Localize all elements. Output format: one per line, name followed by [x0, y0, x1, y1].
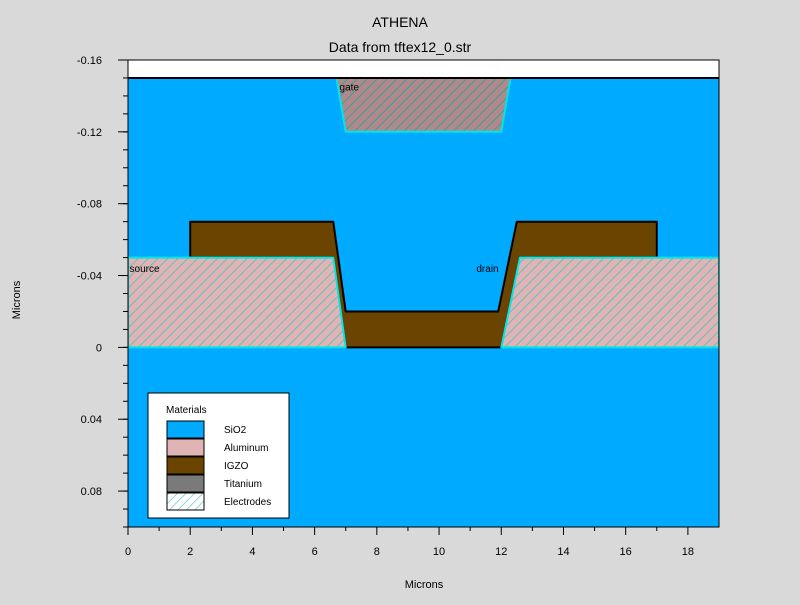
electrode-label-drain: drain: [476, 264, 498, 275]
x-axis-label: Microns: [405, 579, 444, 591]
legend-label: IGZO: [224, 461, 249, 472]
legend-swatch: [166, 492, 205, 511]
legend-swatch: [166, 456, 205, 475]
axes: 0 2 4 6 8 10 12 14 16 18 -0.16 -0.12 -0.08 -0.04 0 0.04…: [77, 55, 694, 558]
region-source: [128, 256, 347, 349]
x-tick-label: 14: [557, 546, 569, 558]
electrode-label-gate: gate: [340, 83, 360, 94]
y-axis-label: Microns: [11, 280, 23, 319]
x-tick-label: 6: [312, 546, 318, 558]
x-tick-label: 4: [249, 546, 255, 558]
x-tick-label: 10: [433, 546, 445, 558]
y-tick-label: 0.04: [81, 414, 102, 426]
region-gate: [335, 77, 512, 133]
legend-label: Aluminum: [224, 443, 268, 454]
legend-label: Titanium: [224, 479, 262, 490]
x-tick-label: 2: [187, 546, 193, 558]
y-tick-label: -0.16: [77, 55, 102, 67]
x-tick-label: 0: [125, 546, 131, 558]
legend-label: SiO2: [224, 425, 247, 436]
legend-swatch: [166, 474, 205, 493]
legend-swatch: [166, 420, 205, 439]
x-tick-label: 8: [374, 546, 380, 558]
electrode-label-source: source: [130, 264, 160, 275]
x-tick-label: 16: [620, 546, 632, 558]
legend-title: Materials: [166, 405, 207, 416]
plot-subtitle: Data from tftex12_0.str: [329, 39, 472, 55]
x-tick-label: 12: [495, 546, 507, 558]
y-tick-label: -0.04: [77, 271, 102, 283]
region-drain: [500, 256, 719, 349]
y-tick-label: -0.12: [77, 127, 102, 139]
y-tick-label: 0.08: [81, 486, 102, 498]
y-tick-label: 0: [96, 342, 102, 354]
electrode-labels: gate source drain: [130, 83, 499, 275]
material-regions: [128, 76, 719, 527]
materials-legend: Materials SiO2 Aluminum IGZO Titanium Electr…: [147, 392, 290, 519]
legend-swatch: [166, 438, 205, 457]
y-tick-label: -0.08: [77, 199, 102, 211]
x-tick-label: 18: [682, 546, 694, 558]
legend-label: Electrodes: [224, 497, 271, 508]
app-title: ATHENA: [372, 14, 428, 30]
